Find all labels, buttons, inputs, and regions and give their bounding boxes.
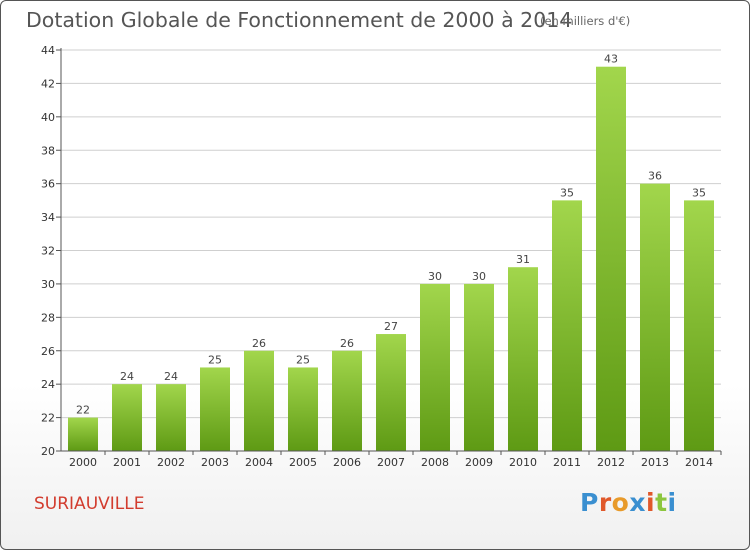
- chart-subtitle: (en milliers d'€): [540, 14, 631, 28]
- y-tick-label: 40: [41, 111, 55, 124]
- logo-letter: r: [598, 488, 612, 517]
- x-tick-label: 2009: [465, 456, 493, 469]
- y-tick-label: 30: [41, 278, 55, 291]
- bar: [596, 66, 626, 451]
- y-tick-label: 44: [41, 44, 55, 57]
- x-tick-label: 2003: [201, 456, 229, 469]
- bar: [200, 367, 230, 451]
- y-tick-label: 36: [41, 178, 55, 191]
- data-label: 26: [252, 337, 266, 350]
- bar: [376, 334, 406, 451]
- y-tick-label: 26: [41, 345, 55, 358]
- data-label: 25: [296, 353, 310, 366]
- axes: [56, 48, 722, 455]
- y-tick-label: 38: [41, 144, 55, 157]
- bar: [508, 267, 538, 451]
- y-tick-label: 34: [41, 211, 55, 224]
- x-tick-label: 2004: [245, 456, 273, 469]
- logo-letter: x: [629, 488, 646, 517]
- x-tick-label: 2010: [509, 456, 537, 469]
- y-tick-label: 28: [41, 311, 55, 324]
- data-label: 36: [648, 170, 662, 183]
- labels: 20 22 24 26 28 30 32 34 36 38 40 42 44 22 2000 24 2001 24…: [41, 44, 713, 469]
- proxiti-logo: Proxiti: [580, 488, 677, 517]
- x-tick-label: 2014: [685, 456, 713, 469]
- y-tick-label: 42: [41, 77, 55, 90]
- bar: [684, 200, 714, 451]
- bar: [464, 283, 494, 451]
- data-label: 35: [692, 186, 706, 199]
- data-label: 30: [428, 270, 442, 283]
- x-tick-label: 2013: [641, 456, 669, 469]
- y-tick-label: 32: [41, 245, 55, 258]
- bar: [288, 367, 318, 451]
- bar: [244, 350, 274, 451]
- x-tick-label: 2011: [553, 456, 581, 469]
- commune-name: SURIAUVILLE: [34, 494, 145, 514]
- x-tick-label: 2012: [597, 456, 625, 469]
- data-label: 24: [164, 370, 178, 383]
- data-label: 22: [76, 404, 90, 417]
- data-label: 43: [604, 53, 618, 66]
- y-tick-label: 20: [41, 445, 55, 458]
- data-label: 31: [516, 253, 530, 266]
- y-tick-label: 24: [41, 378, 55, 391]
- logo-letter: o: [611, 488, 630, 517]
- data-label: 30: [472, 270, 486, 283]
- bar: [156, 384, 186, 451]
- x-tick-label: 2008: [421, 456, 449, 469]
- bar: [332, 350, 362, 451]
- logo-letter: P: [580, 488, 599, 517]
- x-tick-label: 2006: [333, 456, 361, 469]
- data-label: 27: [384, 320, 398, 333]
- logo-letter: i: [646, 488, 656, 517]
- logo-letter: i: [667, 488, 677, 517]
- x-tick-label: 2007: [377, 456, 405, 469]
- y-tick-label: 22: [41, 412, 55, 425]
- bar: [552, 200, 582, 451]
- bar: [640, 183, 670, 451]
- bars: [68, 66, 714, 451]
- chart-title: Dotation Globale de Fonctionnement de 20…: [26, 8, 573, 32]
- data-label: 26: [340, 337, 354, 350]
- data-label: 24: [120, 370, 134, 383]
- data-label: 35: [560, 186, 574, 199]
- bar: [112, 384, 142, 451]
- bar: [420, 283, 450, 451]
- data-label: 25: [208, 353, 222, 366]
- x-tick-label: 2005: [289, 456, 317, 469]
- x-tick-label: 2000: [69, 456, 97, 469]
- logo-letter: t: [655, 488, 668, 517]
- x-tick-label: 2001: [113, 456, 141, 469]
- x-tick-label: 2002: [157, 456, 185, 469]
- bar: [68, 417, 98, 451]
